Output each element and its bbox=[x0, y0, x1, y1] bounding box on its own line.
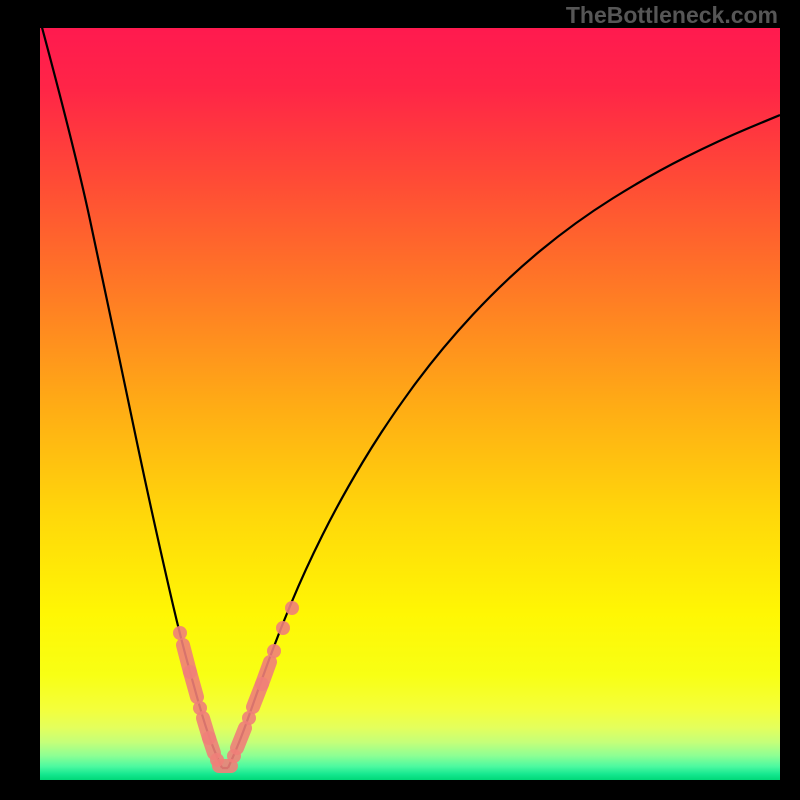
curve-layer bbox=[40, 28, 780, 780]
plot-area bbox=[40, 28, 780, 780]
marker-right-sausage-1 bbox=[237, 728, 245, 748]
marker-left-sausage-5 bbox=[209, 738, 214, 753]
marker-right-circle-7 bbox=[285, 601, 299, 615]
frame-border-left bbox=[0, 0, 40, 800]
marker-right-circle-5 bbox=[267, 644, 281, 658]
bottleneck-curve-left bbox=[40, 28, 222, 768]
watermark-text: TheBottleneck.com bbox=[566, 2, 778, 29]
marker-left-circle-0 bbox=[173, 626, 187, 640]
frame-border-right bbox=[780, 0, 800, 800]
chart-frame: TheBottleneck.com bbox=[0, 0, 800, 800]
marker-right-circle-6 bbox=[276, 621, 290, 635]
marker-left-sausage-2 bbox=[190, 672, 197, 697]
marker-right-sausage-4 bbox=[262, 662, 270, 684]
markers-group bbox=[173, 601, 299, 767]
bottleneck-curve-right bbox=[228, 115, 780, 768]
frame-border-bottom bbox=[0, 780, 800, 800]
